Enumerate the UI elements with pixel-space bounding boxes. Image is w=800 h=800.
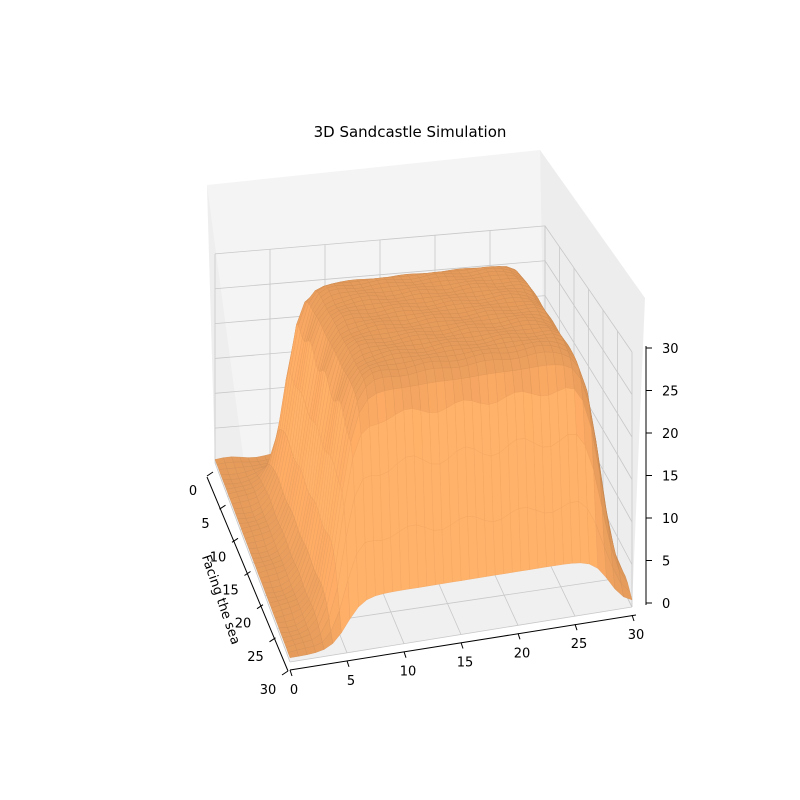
x-tick-mark [346, 660, 350, 667]
y-tick-mark [231, 537, 239, 543]
y-axis-ticks: 0 5 10 15 20 25 30 [189, 471, 289, 698]
z-tick-label: 5 [662, 555, 670, 570]
x-tick-label: 25 [571, 637, 588, 652]
chart-title: 3D Sandcastle Simulation [314, 123, 507, 141]
y-tick-mark [256, 604, 264, 610]
y-tick-label: 25 [247, 650, 264, 665]
z-tick-label: 0 [662, 597, 670, 612]
surface-patch [233, 507, 245, 515]
x-tick-label: 0 [290, 683, 298, 698]
x-tick-mark [289, 669, 293, 677]
y-tick-label: 15 [222, 584, 239, 599]
x-tick-label: 10 [400, 665, 417, 680]
y-tick-mark [219, 504, 226, 510]
z-tick-label: 20 [662, 427, 679, 442]
surface-patch [278, 627, 290, 634]
sandcastle-surface [214, 266, 633, 658]
y-tick-mark [269, 637, 276, 643]
z-tick-label: 15 [662, 470, 679, 485]
x-tick-label: 20 [514, 646, 531, 661]
z-tick-label: 30 [662, 342, 679, 357]
y-tick-label: 0 [189, 484, 197, 499]
x-tick-label: 30 [628, 628, 645, 643]
surface-patch [220, 474, 232, 480]
y-tick-mark [244, 571, 251, 576]
surface-patch [287, 649, 299, 658]
surface-patch [218, 468, 230, 475]
y-tick-label: 20 [235, 617, 252, 632]
x-tick-mark [631, 614, 635, 622]
x-tick-mark [403, 651, 407, 658]
surface-patch [250, 553, 262, 559]
x-tick-mark [460, 642, 464, 649]
y-tick-label: 10 [210, 550, 227, 565]
x-tick-mark [517, 633, 521, 640]
y-tick-mark [281, 670, 289, 676]
right-wall [540, 150, 645, 607]
surface-patch [222, 479, 234, 485]
z-tick-label: 25 [662, 385, 679, 400]
surface-patch [248, 547, 260, 554]
y-tick-mark [206, 471, 214, 477]
y-tick-label: 5 [201, 517, 209, 532]
x-axis-ticks: 0 5 10 15 20 25 30 [289, 614, 645, 698]
x-tick-label: 5 [347, 674, 355, 689]
surface-patch [276, 621, 288, 629]
x-tick-label: 15 [457, 656, 474, 671]
surface-patch [235, 513, 247, 520]
y-tick-label: 30 [260, 683, 277, 698]
surface-patch [261, 581, 273, 589]
surface-patch [263, 587, 275, 594]
z-axis-ticks: 0 5 10 15 20 25 30 [646, 342, 679, 612]
x-tick-mark [574, 624, 578, 631]
z-tick-label: 10 [662, 512, 679, 527]
